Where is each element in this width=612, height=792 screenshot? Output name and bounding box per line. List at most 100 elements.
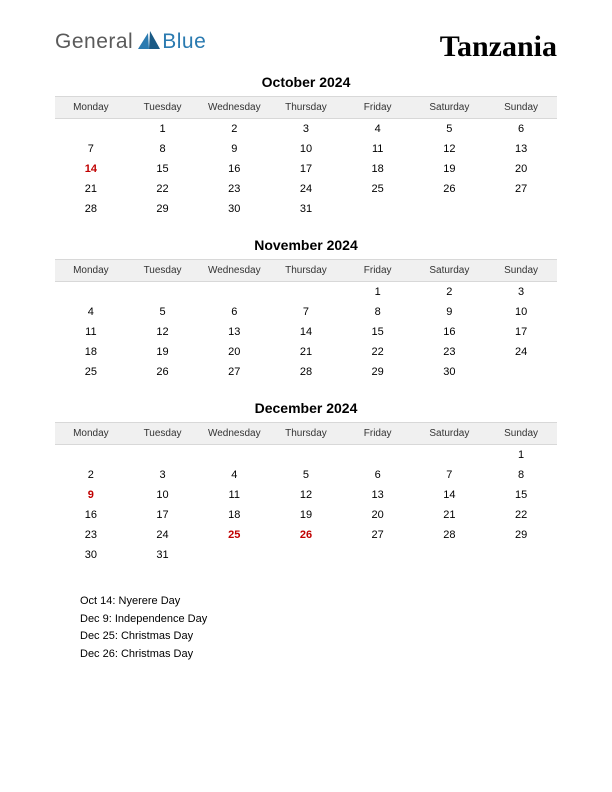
calendar-cell: 30: [414, 362, 486, 382]
calendar-cell: [342, 445, 414, 466]
holiday-line: Dec 25: Christmas Day: [80, 628, 557, 646]
calendar-cell: [414, 545, 486, 565]
calendar-cell: [198, 545, 270, 565]
calendar-cell: 14: [414, 485, 486, 505]
calendar-cell: 5: [127, 302, 199, 322]
weekday-header: Wednesday: [198, 97, 270, 119]
calendar-cell: 10: [127, 485, 199, 505]
calendar-row: 21222324252627: [55, 179, 557, 199]
calendar-cell: 29: [127, 199, 199, 219]
calendar-cell: [414, 199, 486, 219]
weekday-header: Tuesday: [127, 97, 199, 119]
holiday-line: Dec 26: Christmas Day: [80, 646, 557, 664]
calendar-row: 123456: [55, 119, 557, 140]
calendar-cell: 1: [342, 282, 414, 303]
calendar-cell: 16: [414, 322, 486, 342]
weekday-header: Sunday: [485, 260, 557, 282]
calendar-cell: 16: [198, 159, 270, 179]
calendar-row: 45678910: [55, 302, 557, 322]
calendar-cell: 8: [485, 465, 557, 485]
calendar-cell: 21: [414, 505, 486, 525]
calendar-cell: 11: [198, 485, 270, 505]
calendar-cell: 26: [270, 525, 342, 545]
page-header: General Blue Tanzania: [0, 0, 612, 74]
calendar-cell: 7: [414, 465, 486, 485]
calendar-cell: 4: [198, 465, 270, 485]
calendar-cell: 16: [55, 505, 127, 525]
calendar-cell: [270, 282, 342, 303]
logo-text-blue: Blue: [162, 30, 206, 54]
weekday-header: Friday: [342, 97, 414, 119]
calendar-cell: 24: [485, 342, 557, 362]
calendar-cell: 23: [198, 179, 270, 199]
calendar-cell: [485, 545, 557, 565]
calendar-cell: 17: [127, 505, 199, 525]
calendar-cell: 20: [485, 159, 557, 179]
calendar-cell: 21: [270, 342, 342, 362]
weekday-header: Saturday: [414, 260, 486, 282]
calendar-cell: 15: [485, 485, 557, 505]
month-block: October 2024MondayTuesdayWednesdayThursd…: [55, 74, 557, 219]
weekday-header: Saturday: [414, 97, 486, 119]
logo: General Blue: [55, 30, 206, 54]
weekday-header: Friday: [342, 260, 414, 282]
calendar-cell: 27: [342, 525, 414, 545]
calendar-cell: [485, 362, 557, 382]
calendar-row: 14151617181920: [55, 159, 557, 179]
calendar-cell: 2: [414, 282, 486, 303]
calendar-cell: 5: [270, 465, 342, 485]
logo-text-general: General: [55, 30, 133, 54]
calendar-cell: [198, 282, 270, 303]
calendar-cell: 18: [342, 159, 414, 179]
calendar-row: 28293031: [55, 199, 557, 219]
calendar-row: 252627282930: [55, 362, 557, 382]
calendar-cell: 27: [485, 179, 557, 199]
calendar-cell: 29: [342, 362, 414, 382]
calendar-cell: 19: [414, 159, 486, 179]
calendar-cell: 15: [342, 322, 414, 342]
calendar-cell: 18: [198, 505, 270, 525]
calendar-cell: 9: [198, 139, 270, 159]
calendar-cell: 2: [198, 119, 270, 140]
calendar-cell: 13: [198, 322, 270, 342]
calendar-cell: 31: [270, 199, 342, 219]
calendar-cell: 26: [127, 362, 199, 382]
calendar-cell: 8: [127, 139, 199, 159]
calendar-cell: 18: [55, 342, 127, 362]
weekday-header: Friday: [342, 423, 414, 445]
calendar-cell: 14: [55, 159, 127, 179]
weekday-header: Thursday: [270, 97, 342, 119]
calendar-cell: 24: [127, 525, 199, 545]
calendar-cell: 12: [127, 322, 199, 342]
calendar-cell: 7: [55, 139, 127, 159]
calendar-cell: 1: [485, 445, 557, 466]
calendar-cell: 6: [485, 119, 557, 140]
calendar-cell: 29: [485, 525, 557, 545]
calendar-cell: [127, 445, 199, 466]
calendar-cell: 22: [485, 505, 557, 525]
month-block: December 2024MondayTuesdayWednesdayThurs…: [55, 400, 557, 565]
weekday-header: Monday: [55, 97, 127, 119]
calendar-cell: 9: [55, 485, 127, 505]
calendar-cell: 20: [342, 505, 414, 525]
calendar-cell: 3: [127, 465, 199, 485]
calendar-cell: 23: [55, 525, 127, 545]
calendar-cell: 19: [127, 342, 199, 362]
calendar-cell: 28: [270, 362, 342, 382]
weekday-header: Monday: [55, 423, 127, 445]
calendar-row: 2345678: [55, 465, 557, 485]
calendar-cell: 30: [198, 199, 270, 219]
calendars-container: October 2024MondayTuesdayWednesdayThursd…: [0, 74, 612, 565]
calendar-cell: 6: [198, 302, 270, 322]
weekday-header: Thursday: [270, 423, 342, 445]
calendar-cell: 14: [270, 322, 342, 342]
calendar-cell: 10: [270, 139, 342, 159]
calendar-table: MondayTuesdayWednesdayThursdayFridaySatu…: [55, 96, 557, 219]
calendar-cell: 2: [55, 465, 127, 485]
calendar-cell: 30: [55, 545, 127, 565]
holiday-line: Oct 14: Nyerere Day: [80, 593, 557, 611]
weekday-header: Wednesday: [198, 423, 270, 445]
calendar-cell: 12: [270, 485, 342, 505]
calendar-cell: 12: [414, 139, 486, 159]
month-title: November 2024: [55, 237, 557, 253]
